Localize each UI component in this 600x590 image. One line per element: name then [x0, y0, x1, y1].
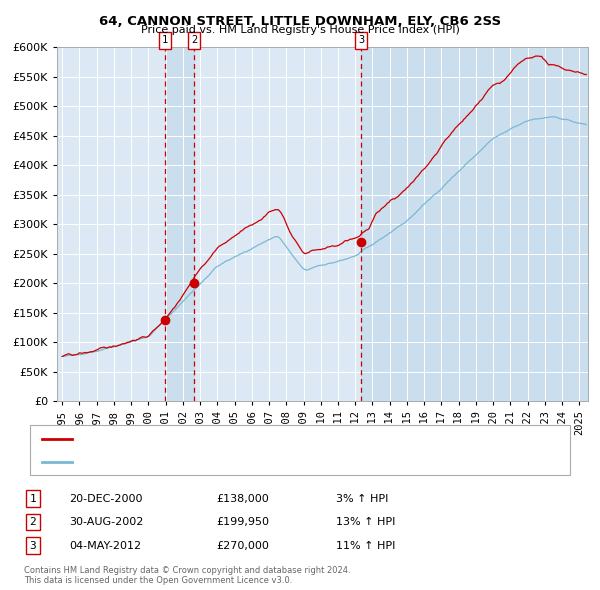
- Text: £138,000: £138,000: [216, 494, 269, 503]
- Bar: [361, 47, 588, 401]
- Text: 13% ↑ HPI: 13% ↑ HPI: [336, 517, 395, 527]
- Text: This data is licensed under the Open Government Licence v3.0.: This data is licensed under the Open Gov…: [24, 576, 292, 585]
- Text: 3: 3: [29, 541, 37, 550]
- Text: 64, CANNON STREET, LITTLE DOWNHAM, ELY, CB6 2SS: 64, CANNON STREET, LITTLE DOWNHAM, ELY, …: [99, 15, 501, 28]
- Text: 3: 3: [358, 35, 364, 45]
- Bar: [165, 47, 194, 401]
- Text: 30-AUG-2002: 30-AUG-2002: [69, 517, 143, 527]
- Text: 1: 1: [162, 35, 168, 45]
- Text: Contains HM Land Registry data © Crown copyright and database right 2024.: Contains HM Land Registry data © Crown c…: [24, 566, 350, 575]
- Text: 20-DEC-2000: 20-DEC-2000: [69, 494, 143, 503]
- Text: 04-MAY-2012: 04-MAY-2012: [69, 541, 141, 550]
- Text: 3% ↑ HPI: 3% ↑ HPI: [336, 494, 388, 503]
- Text: 2: 2: [29, 517, 37, 527]
- Text: 11% ↑ HPI: 11% ↑ HPI: [336, 541, 395, 550]
- Text: £270,000: £270,000: [216, 541, 269, 550]
- Text: 2: 2: [191, 35, 197, 45]
- Text: £199,950: £199,950: [216, 517, 269, 527]
- Text: Price paid vs. HM Land Registry's House Price Index (HPI): Price paid vs. HM Land Registry's House …: [140, 25, 460, 35]
- Text: 64, CANNON STREET, LITTLE DOWNHAM, ELY, CB6 2SS (detached house): 64, CANNON STREET, LITTLE DOWNHAM, ELY, …: [81, 434, 480, 444]
- Text: HPI: Average price, detached house, East Cambridgeshire: HPI: Average price, detached house, East…: [81, 457, 397, 467]
- Text: 1: 1: [29, 494, 37, 503]
